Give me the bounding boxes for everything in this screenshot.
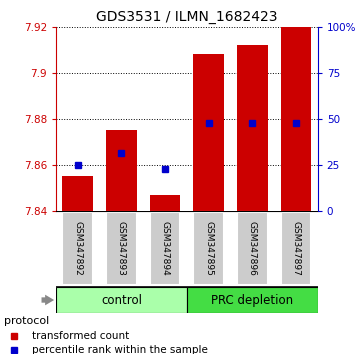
Text: GSM347895: GSM347895 <box>204 221 213 276</box>
Text: protocol: protocol <box>4 316 49 326</box>
Bar <box>193 54 224 211</box>
Text: GSM347892: GSM347892 <box>73 221 82 276</box>
Text: percentile rank within the sample: percentile rank within the sample <box>32 345 208 354</box>
Bar <box>237 212 268 285</box>
Bar <box>280 27 311 211</box>
Bar <box>106 212 137 285</box>
Bar <box>62 212 93 285</box>
Bar <box>150 194 180 211</box>
Bar <box>106 130 137 211</box>
Text: control: control <box>101 293 142 307</box>
Bar <box>187 287 318 313</box>
Text: GSM347893: GSM347893 <box>117 221 126 276</box>
Bar <box>280 212 311 285</box>
Text: GSM347897: GSM347897 <box>291 221 300 276</box>
Bar <box>193 212 224 285</box>
Title: GDS3531 / ILMN_1682423: GDS3531 / ILMN_1682423 <box>96 10 278 24</box>
Text: transformed count: transformed count <box>32 331 130 341</box>
Bar <box>150 212 180 285</box>
Bar <box>62 176 93 211</box>
Bar <box>237 45 268 211</box>
Text: GSM347896: GSM347896 <box>248 221 257 276</box>
Text: GSM347894: GSM347894 <box>161 221 170 276</box>
Bar <box>56 287 187 313</box>
Text: PRC depletion: PRC depletion <box>211 293 293 307</box>
